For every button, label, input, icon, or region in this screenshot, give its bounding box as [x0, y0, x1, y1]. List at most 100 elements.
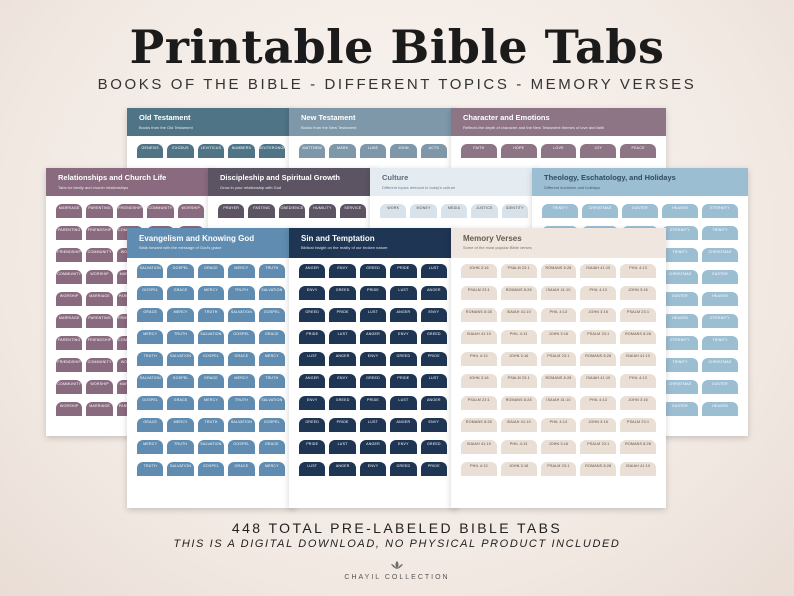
- bible-tab: PHIL 4:13: [461, 462, 497, 476]
- bible-tab: COMMUNITY: [147, 204, 174, 218]
- bible-tab: SALVATION: [197, 330, 225, 344]
- bible-tab: HOPE: [500, 144, 537, 158]
- sheet-old-testament: Old Testament Books from the Old Testame…: [127, 108, 295, 168]
- bible-tab: GOSPEL: [167, 374, 194, 388]
- tab-row: PSALM 23:1 ROMANS 8:28 ISAIAH 41:10 PHIL 4:…: [461, 286, 656, 300]
- bible-tab: PSALM 23:1: [620, 308, 656, 322]
- bible-tab: HEAVEN: [662, 314, 698, 328]
- bible-tab: ISAIAH 41:10: [500, 418, 537, 432]
- bible-tab: PHIL 4:13: [540, 308, 577, 322]
- bible-tab: TRUTH: [258, 374, 286, 388]
- bible-tab: PSALM 23:1: [540, 352, 577, 366]
- bible-tab: SALVATION: [258, 286, 286, 300]
- sheet-description: Walk forward with the message of God's g…: [139, 245, 222, 250]
- bible-tab: ROMANS 8:28: [620, 330, 656, 344]
- sheet-title: Theology, Eschatology, and Holidays: [544, 173, 676, 182]
- bible-tab: PRIDE: [390, 264, 417, 278]
- bible-tab: GREED: [329, 286, 356, 300]
- sheet-description: Books from the Old Testament: [139, 125, 193, 130]
- bible-tab: SALVATION: [228, 418, 255, 432]
- bible-tab: JOHN 3:16: [540, 440, 577, 454]
- bible-tab: SALVATION: [137, 374, 164, 388]
- bible-tab: ROMANS 8:28: [461, 308, 497, 322]
- bible-tab: ETERNITY: [662, 226, 698, 240]
- bible-tab: ROMANS 8:28: [580, 462, 617, 476]
- tab-row: GRACE MERCY TRUTH SALVATION GOSPEL: [137, 308, 286, 322]
- bible-tab: LUST: [390, 396, 417, 410]
- bible-tab: GRACE: [167, 396, 194, 410]
- bible-tab: PRIDE: [299, 440, 326, 454]
- bible-tab: GREED: [420, 440, 448, 454]
- bible-tab: ISAIAH 41:10: [620, 352, 656, 366]
- tab-row: ISAIAH 41:10 PHIL 4:13 JOHN 3:16 PSALM 23:1…: [461, 330, 656, 344]
- bible-tab: COMMUNITY: [86, 358, 113, 372]
- bible-tab: HEAVEN: [662, 204, 698, 218]
- bible-tab: ISAIAH 41:10: [461, 330, 497, 344]
- bible-tab: IDENTITY: [501, 204, 529, 218]
- bible-tab: TRINITY: [702, 226, 738, 240]
- bible-tab: MARK: [329, 144, 356, 158]
- bible-tab: FRIENDSHIP: [116, 204, 144, 218]
- sheet-header: New Testament Books from the New Testame…: [289, 108, 457, 136]
- bible-tab: TRUTH: [228, 396, 255, 410]
- bible-tab: SALVATION: [258, 396, 286, 410]
- bible-tab: PSALM 23:1: [500, 264, 537, 278]
- bible-tab: PSALM 23:1: [580, 330, 617, 344]
- bible-tab: ROMANS 8:28: [540, 264, 577, 278]
- bible-tab: ANGER: [299, 264, 326, 278]
- bible-tab: TRINITY: [662, 248, 698, 262]
- bible-tab: PSALM 23:1: [461, 396, 497, 410]
- bible-tab: JOHN 3:16: [580, 418, 617, 432]
- bible-tab: ANGER: [329, 462, 356, 476]
- bible-tab: CHRISTMAS: [702, 248, 738, 262]
- bible-tab: MARRIAGE: [56, 314, 83, 328]
- tab-row: TRUTH SALVATION GOSPEL GRACE MERCY: [137, 462, 286, 476]
- bible-tab: FRIENDSHIP: [56, 248, 83, 262]
- sheet-header: Sin and Temptation Biblical insight on t…: [289, 228, 457, 258]
- tab-row: SALVATION GOSPEL GRACE MERCY TRUTH: [137, 374, 286, 388]
- bible-tab: ANGER: [420, 396, 448, 410]
- bible-tab: PARENTING: [86, 204, 113, 218]
- tab-grid: ANGER ENVY GREED PRIDE LUST ENVY GREED PRIDE LUS…: [299, 264, 448, 502]
- bible-tab: PHIL 4:13: [580, 396, 617, 410]
- bible-tab: SALVATION: [167, 352, 194, 366]
- bible-tab: ENVY: [420, 308, 448, 322]
- bible-tab: CHRISTMAS: [662, 270, 698, 284]
- tab-row: PRAYER FASTING OBEDIENCE HUMILITY SERVICE: [218, 204, 367, 218]
- bible-tab: ENVY: [390, 330, 417, 344]
- tab-grid: WORK MONEY MEDIA JUSTICE IDENTITY: [380, 204, 529, 222]
- sheet-description: Books from the New Testament: [301, 125, 357, 130]
- bible-tab: PHIL 4:13: [620, 374, 656, 388]
- bible-tab: PRIDE: [299, 330, 326, 344]
- bible-tab: GOSPEL: [137, 286, 164, 300]
- tab-row: LUST ANGER ENVY GREED PRIDE: [299, 352, 448, 366]
- bible-tab: PHIL 4:13: [620, 264, 656, 278]
- sheet-description: Biblical insight on the reality of our b…: [301, 245, 388, 250]
- bible-tab: PSALM 23:1: [500, 374, 537, 388]
- bible-tab: CHRISTMAS: [582, 204, 618, 218]
- tab-row: GREED PRIDE LUST ANGER ENVY: [299, 418, 448, 432]
- bible-tab: ANGER: [390, 308, 417, 322]
- bible-tab: ANGER: [390, 418, 417, 432]
- tab-row: GREED PRIDE LUST ANGER ENVY: [299, 308, 448, 322]
- bible-tab: PARENTING: [86, 314, 113, 328]
- bible-tab: PRIDE: [420, 462, 448, 476]
- bible-tab: ACTS: [420, 144, 448, 158]
- bible-tab: JOHN: [390, 144, 417, 158]
- sheet-culture: Culture Different topics relevant to tod…: [370, 168, 538, 228]
- bible-tab: JOHN 3:16: [620, 286, 656, 300]
- bible-tab: EXODUS: [167, 144, 194, 158]
- bible-tab: GREED: [299, 418, 326, 432]
- bible-tab: ANGER: [359, 440, 387, 454]
- bible-tab: PSALM 23:1: [461, 286, 497, 300]
- bible-tab: PHIL 4:13: [500, 440, 537, 454]
- sheet-header: Old Testament Books from the Old Testame…: [127, 108, 295, 136]
- bible-tab: FASTING: [248, 204, 275, 218]
- bible-tab: GRACE: [258, 440, 286, 454]
- bible-tab: ROMANS 8:28: [540, 374, 577, 388]
- bible-tab: ENVY: [390, 440, 417, 454]
- bible-tab: LUST: [299, 462, 326, 476]
- bible-tab: GRACE: [197, 374, 225, 388]
- bible-tab: FRIENDSHIP: [86, 226, 113, 240]
